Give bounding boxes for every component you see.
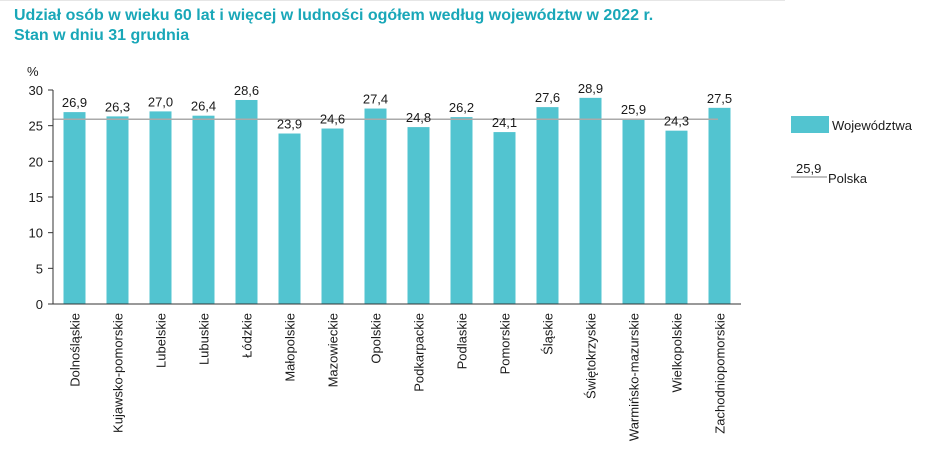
category-label: Opolskie <box>369 313 384 364</box>
y-tick-label: 0 <box>36 297 43 312</box>
y-tick-label: 5 <box>36 261 43 276</box>
category-label: Warmińsko-mazurskie <box>627 313 642 441</box>
category-label: Dolnośląskie <box>68 313 83 387</box>
value-labels: 26,9 26,3 27,0 26,4 28,6 23,9 24,6 27,4 24,8 26,2… <box>62 81 732 132</box>
legend-label-polska: Polska <box>828 171 868 186</box>
y-axis-unit-label: % <box>27 64 39 79</box>
category-label: Łódzkie <box>240 313 255 358</box>
value-label: 24,6 <box>320 112 345 127</box>
category-label: Pomorskie <box>498 313 513 374</box>
value-label: 24,8 <box>406 110 431 125</box>
bar <box>493 132 516 304</box>
bar <box>665 130 688 304</box>
bar <box>278 133 301 304</box>
bar <box>579 97 602 304</box>
legend-swatch-wojewodztwa <box>791 116 829 133</box>
category-label: Lubelskie <box>154 313 169 368</box>
bar <box>192 115 215 305</box>
value-label: 27,4 <box>363 92 388 107</box>
bar <box>235 99 258 304</box>
bar <box>708 107 731 304</box>
legend: Województwa 25,9 Polska <box>791 116 913 186</box>
y-tick-label: 15 <box>29 190 43 205</box>
category-label: Świętokrzyskie <box>584 313 599 399</box>
category-label: Małopolskie <box>283 313 298 382</box>
value-label: 23,9 <box>277 117 302 132</box>
category-label: Lubuskie <box>197 313 212 365</box>
legend-label-wojewodztwa: Województwa <box>832 118 913 133</box>
title-line-2: Stan w dniu 31 grudnia <box>14 27 190 44</box>
bars <box>63 97 731 305</box>
bar <box>364 108 387 305</box>
bar <box>106 116 129 304</box>
value-label: 27,6 <box>535 90 560 105</box>
value-label: 24,3 <box>664 114 689 129</box>
value-label: 27,0 <box>148 94 173 109</box>
value-label: 26,4 <box>191 99 216 114</box>
bar <box>536 107 559 305</box>
category-label: Zachodniopomorskie <box>713 313 728 434</box>
title-line-1: Udział osób w wieku 60 lat i więcej w lu… <box>14 7 654 24</box>
category-label: Wielkopolskie <box>670 313 685 392</box>
y-tick-label: 25 <box>29 119 43 134</box>
bar <box>321 128 344 304</box>
category-labels: Dolnośląskie Kujawsko-pomorskie Lubelskie L… <box>68 313 728 441</box>
value-label: 25,9 <box>621 102 646 117</box>
value-label: 28,9 <box>578 81 603 96</box>
category-label: Kujawsko-pomorskie <box>111 313 126 433</box>
bar <box>407 127 430 305</box>
y-tick-label: 10 <box>29 226 43 241</box>
bar <box>622 119 645 304</box>
y-axis-ticks: 0 5 10 15 20 25 30 <box>29 83 53 312</box>
category-label: Śląskie <box>541 313 556 355</box>
top-rule <box>0 0 785 1</box>
bar <box>149 111 172 305</box>
y-tick-label: 30 <box>29 83 43 98</box>
legend-value-polska: 25,9 <box>796 161 821 176</box>
value-label: 28,6 <box>234 83 259 98</box>
value-label: 26,3 <box>105 99 130 114</box>
bar <box>63 112 86 304</box>
value-label: 26,2 <box>449 100 474 115</box>
category-label: Mazowieckie <box>326 313 341 387</box>
chart-title: Udział osób w wieku 60 lat i więcej w lu… <box>14 6 653 46</box>
value-label: 27,5 <box>707 91 732 106</box>
y-tick-label: 20 <box>29 154 43 169</box>
category-label: Podkarpackie <box>412 313 427 392</box>
bar <box>450 117 473 305</box>
category-label: Podlaskie <box>455 313 470 369</box>
value-label: 26,9 <box>62 95 87 110</box>
value-label: 24,1 <box>492 115 517 130</box>
